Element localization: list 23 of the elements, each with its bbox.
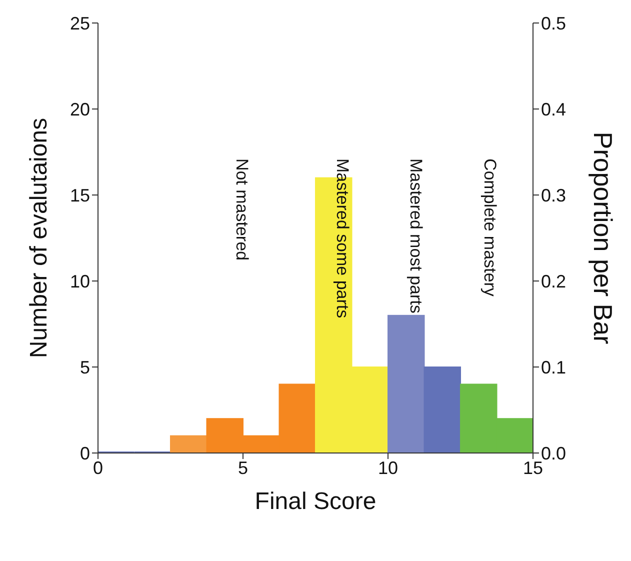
y-tick-label: 25 [70,13,90,34]
y-tick-label: 15 [70,185,90,206]
x-tick-label: 5 [238,458,248,478]
x-axis-title: Final Score [254,488,376,515]
y-tick-label: 0 [80,443,90,464]
x-tick-label: 0 [92,458,104,478]
x-tick-label: 15 [522,458,544,478]
y2-tick-label: 0.1 [541,357,566,378]
y2-tick-label: 0.0 [541,443,566,464]
y-tick-label: 10 [70,271,90,292]
y2-axis-title: Proportion per Bar [588,132,618,345]
y-tick-label: 20 [70,99,90,120]
y-tick-label: 5 [80,357,90,378]
annotation: Complete mastery [480,158,500,297]
annotation: Not mastered [232,158,252,260]
y-axis-title: Number of evalutaions [26,118,53,358]
annotation: Mastered some parts [332,158,352,318]
y2-tick-label: 0.3 [541,185,566,206]
annotation: Mastered most parts [406,158,426,314]
x-tick-label: 10 [378,458,398,478]
y2-tick-label: 0.2 [541,271,566,292]
y2-tick-label: 0.5 [541,13,566,34]
y2-tick-label: 0.4 [541,99,566,120]
